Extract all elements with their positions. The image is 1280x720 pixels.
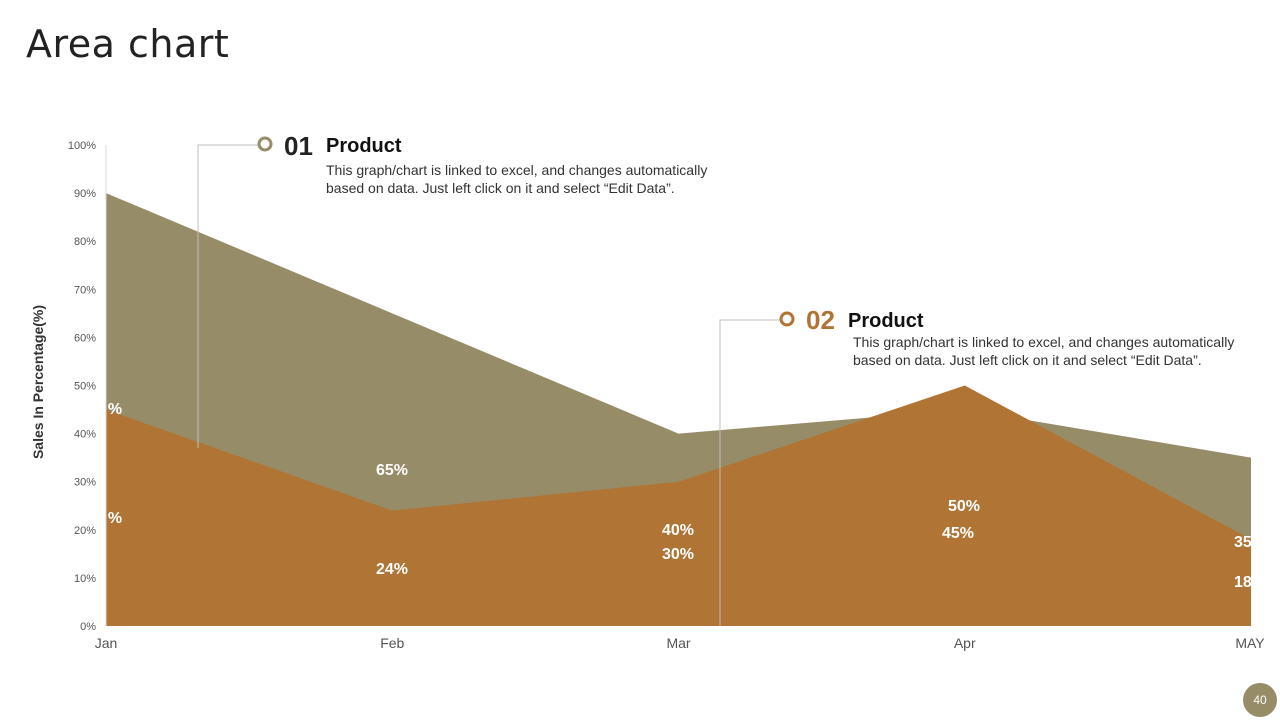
data-label: 18: [1234, 574, 1252, 591]
y-axis-title: Sales In Percentage(%): [30, 304, 46, 460]
data-label: 24%: [376, 561, 408, 578]
callout-description: This graph/chart is linked to excel, and…: [326, 162, 708, 196]
y-tick-label: 40%: [74, 429, 96, 441]
area-series-2: [106, 385, 1251, 626]
callout-description: This graph/chart is linked to excel, and…: [853, 334, 1235, 368]
callout-heading: Product: [326, 135, 402, 157]
x-tick-label: MAY: [1235, 635, 1265, 651]
data-label: 30%: [662, 546, 694, 563]
y-tick-label: 80%: [74, 236, 96, 248]
y-tick-label: 30%: [74, 477, 96, 489]
y-tick-label: 70%: [74, 284, 96, 296]
x-tick-label: Jan: [95, 635, 118, 651]
y-tick-label: 50%: [74, 381, 96, 393]
x-tick-label: Mar: [666, 635, 690, 651]
x-tick-label: Feb: [380, 635, 404, 651]
data-label: 50%: [948, 498, 980, 515]
y-tick-label: 100%: [68, 140, 96, 152]
data-label: 40%: [662, 522, 694, 539]
page-title: Area chart: [26, 22, 230, 66]
data-label: 45%: [942, 525, 974, 542]
callout-01-marker: [257, 136, 273, 152]
page-number-badge: 40: [1243, 683, 1277, 717]
data-label: %: [108, 510, 122, 527]
x-tick-label: Apr: [954, 635, 976, 651]
y-tick-label: 60%: [74, 332, 96, 344]
data-label: %: [108, 401, 122, 418]
y-tick-label: 10%: [74, 573, 96, 585]
data-label: 35: [1234, 534, 1252, 551]
y-tick-label: 90%: [74, 188, 96, 200]
callout-number: 02: [806, 305, 835, 335]
callout-heading: Product: [848, 310, 924, 332]
callout-01-connector: [197, 144, 258, 448]
callout-02-marker: [779, 311, 795, 327]
callout-number: 01: [284, 131, 313, 161]
data-label: 65%: [376, 462, 408, 479]
callout-02-connector: [719, 319, 780, 626]
y-tick-label: 20%: [74, 525, 96, 537]
y-tick-label: 0%: [80, 621, 96, 633]
